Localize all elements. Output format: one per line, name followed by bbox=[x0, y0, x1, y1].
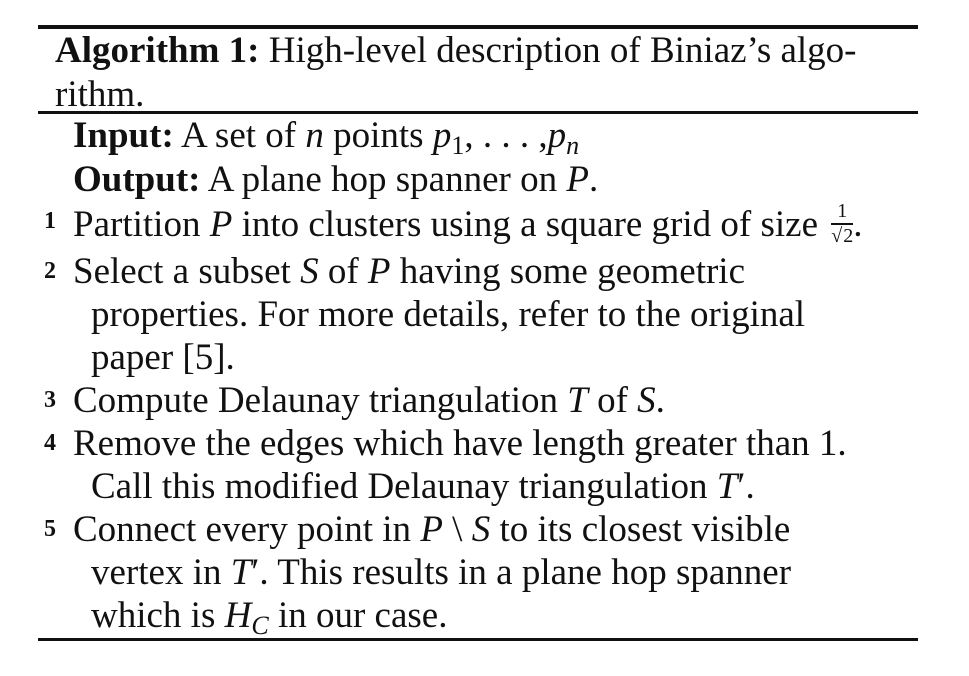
step-1-text-b: into clusters using a square grid of siz… bbox=[241, 204, 819, 245]
algorithm-label: Algorithm 1: bbox=[55, 30, 260, 71]
step-2-text-c: having some geometric bbox=[399, 251, 745, 292]
input-dots: , . . . , bbox=[464, 115, 548, 156]
step-number: 2 bbox=[44, 258, 56, 284]
step-4-text-a: Call this modified Delaunay triangulatio… bbox=[91, 466, 708, 507]
step-4-period: . bbox=[745, 466, 755, 507]
step-1-text-a: Partition bbox=[73, 204, 201, 245]
step-5-text-c: vertex in bbox=[91, 552, 222, 593]
algorithm-step-1: 1 Partition P into clusters using a squa… bbox=[41, 200, 911, 250]
top-rule bbox=[38, 25, 918, 29]
step-3-line-1: Compute Delaunay triangulation T of S. bbox=[41, 379, 911, 422]
step-4-line-1: Remove the edges which have length great… bbox=[73, 423, 847, 464]
algorithm-caption: Algorithm 1: High-level description of B… bbox=[55, 29, 911, 117]
input-label: Input: bbox=[73, 115, 174, 156]
step-5-subscript-C: C bbox=[251, 611, 269, 640]
step-5-math-T: T bbox=[230, 552, 252, 593]
algorithm-step-2: 2 Select a subset S of P having some geo… bbox=[41, 250, 911, 379]
algorithm-step-5: 5 Connect every point in P \ S to its cl… bbox=[41, 508, 911, 640]
step-2-line-3: paper [5]. bbox=[91, 337, 235, 378]
grid-size-fraction: 1 √2 bbox=[831, 201, 854, 248]
sqrt-symbol: √ bbox=[831, 225, 843, 248]
step-5-text-f: in our case. bbox=[277, 595, 448, 636]
algorithm-step-4: 4 Remove the edges which have length gre… bbox=[41, 422, 911, 508]
input-pn: p bbox=[547, 115, 567, 156]
step-5-line-1: Connect every point in P \ S to its clos… bbox=[41, 508, 911, 551]
input-mid: points bbox=[333, 115, 424, 156]
fraction-numerator: 1 bbox=[831, 201, 854, 226]
input-sub-n: n bbox=[566, 131, 580, 160]
caption-rule bbox=[38, 111, 918, 114]
step-5-text-b: to its closest visible bbox=[499, 509, 791, 550]
step-3-text-b: of bbox=[597, 380, 628, 421]
step-1-math-P: P bbox=[209, 204, 233, 245]
step-number: 5 bbox=[44, 516, 56, 542]
step-5-text-e: which is bbox=[91, 595, 216, 636]
step-5-text-a: Connect every point in bbox=[73, 509, 412, 550]
algorithm-title-line2: rithm. bbox=[55, 74, 145, 115]
step-5-math-P: P bbox=[420, 509, 443, 550]
step-3-period: . bbox=[655, 380, 665, 421]
step-5-math-H: H bbox=[224, 595, 252, 636]
input-sub-1: 1 bbox=[451, 131, 465, 160]
step-5-setminus: \ bbox=[452, 509, 463, 550]
step-2-line-2: properties. For more details, refer to t… bbox=[91, 294, 806, 335]
step-1-period: . bbox=[853, 204, 863, 245]
input-p1: p bbox=[432, 115, 452, 156]
algorithm-title-line1: High-level description of Biniaz’s algo- bbox=[268, 30, 857, 71]
step-5-text-d: . This results in a plane hop spanner bbox=[259, 552, 792, 593]
step-2-line-1: Select a subset S of P having some geome… bbox=[41, 250, 911, 293]
output-line: Output: A plane hop spanner on P. bbox=[73, 158, 598, 202]
algorithm-step-3: 3 Compute Delaunay triangulation T of S. bbox=[41, 379, 911, 422]
input-sequence: p1, . . . ,pn bbox=[432, 115, 579, 159]
step-number: 4 bbox=[44, 430, 56, 456]
bottom-rule bbox=[38, 638, 918, 641]
step-2-math-P: P bbox=[367, 251, 391, 292]
step-2-text-a: Select a subset bbox=[73, 251, 291, 292]
sqrt-argument: 2 bbox=[842, 224, 854, 248]
step-number: 3 bbox=[44, 387, 56, 413]
input-n: n bbox=[305, 115, 324, 156]
output-end: . bbox=[588, 159, 599, 200]
step-5-line-2: vertex in T′. This results in a plane ho… bbox=[41, 551, 911, 594]
step-3-math-S: S bbox=[637, 380, 656, 421]
fraction-denominator: √2 bbox=[831, 224, 854, 248]
step-1-line-1: Partition P into clusters using a square… bbox=[41, 200, 911, 250]
step-3-text-a: Compute Delaunay triangulation bbox=[73, 380, 558, 421]
step-number: 1 bbox=[44, 208, 56, 234]
output-P: P bbox=[566, 159, 589, 200]
step-2-text-b: of bbox=[327, 251, 359, 292]
output-label: Output: bbox=[73, 159, 201, 200]
step-3-math-T: T bbox=[567, 380, 588, 421]
step-4-math-T: T bbox=[716, 466, 738, 507]
input-prefix: A set of bbox=[181, 115, 297, 156]
step-4-prime: ′ bbox=[737, 466, 746, 507]
step-5-line-3: which is HC in our case. bbox=[41, 594, 911, 640]
step-4-line-2: Call this modified Delaunay triangulatio… bbox=[41, 465, 911, 508]
output-prefix: A plane hop spanner on bbox=[207, 159, 558, 200]
step-2-math-S: S bbox=[300, 251, 319, 292]
input-line: Input: A set of n points p1, . . . ,pn bbox=[73, 114, 579, 159]
step-5-prime: ′ bbox=[251, 552, 260, 593]
step-5-math-S: S bbox=[471, 509, 491, 550]
